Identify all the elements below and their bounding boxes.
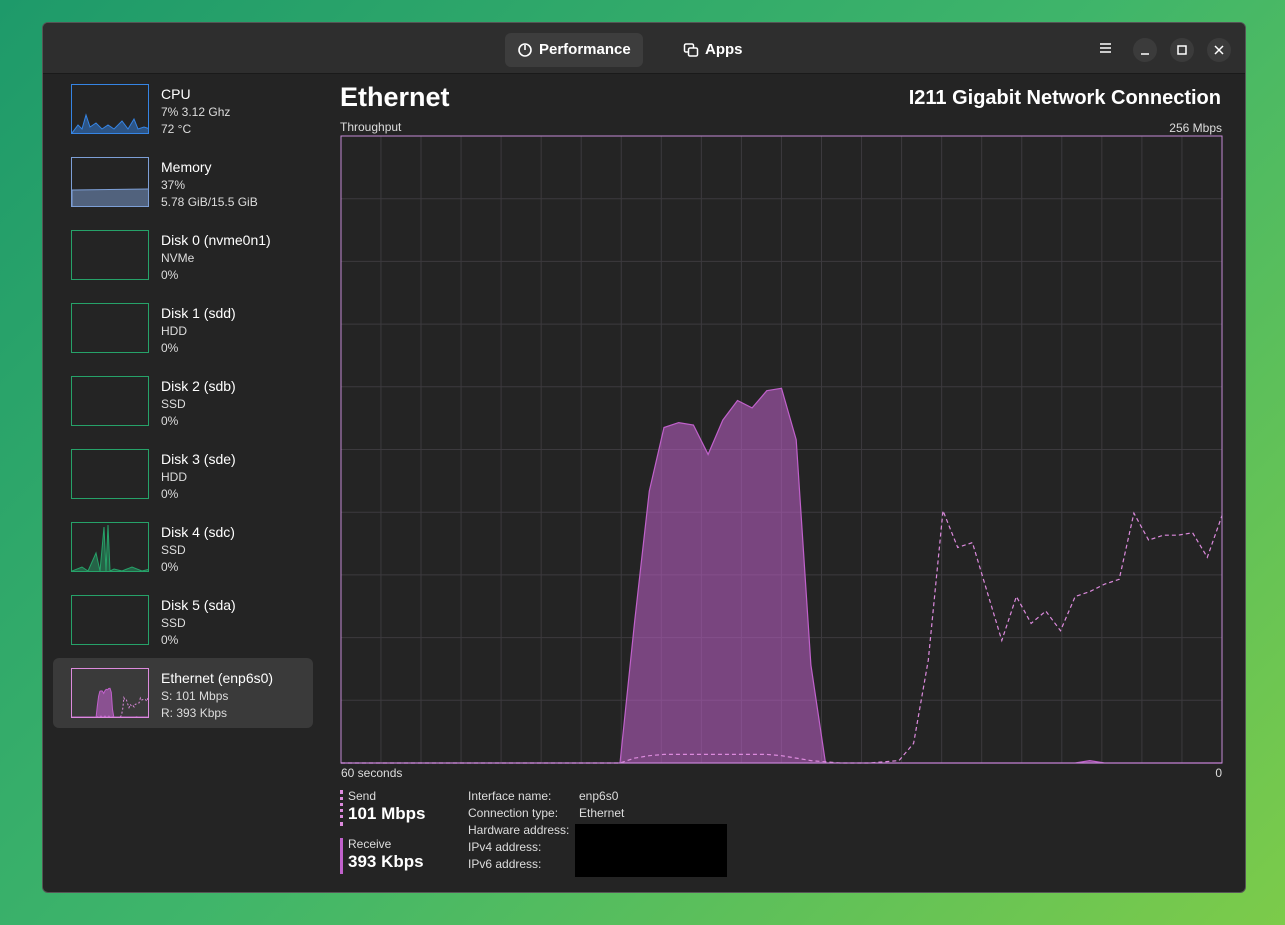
legend-value: 101 Mbps [348, 804, 426, 823]
item-detail: 0% [161, 414, 179, 428]
sidebar-item[interactable]: Ethernet (enp6s0) S: 101 Mbps R: 393 Kbps [53, 658, 313, 728]
icon [518, 43, 532, 57]
sidebar-item[interactable]: Disk 1 (sdd) HDD 0% [53, 293, 313, 363]
item-name: CPU [161, 86, 191, 102]
item-detail: 72 °C [161, 122, 192, 136]
sidebar-item[interactable]: Disk 2 (sdb) SSD 0% [53, 366, 313, 436]
item-name: Disk 0 (nvme0n1) [161, 232, 271, 248]
device-name: I211 Gigabit Network Connection [908, 87, 1221, 109]
sidebar-item[interactable]: Disk 5 (sda) SSD 0% [53, 585, 313, 655]
detail-label: Interface name: [468, 789, 552, 803]
chart-title: Throughput [340, 120, 402, 134]
mini-graph-plot [72, 687, 148, 717]
y-tick-label: 256 Mbps [1169, 121, 1222, 135]
item-detail: 0% [161, 633, 179, 647]
item-detail: 5.78 GiB/15.5 GiB [161, 195, 258, 209]
detail-value: Ethernet [579, 806, 625, 820]
sidebar-item[interactable]: Disk 3 (sde) HDD 0% [53, 439, 313, 509]
legend-label: Receive [348, 837, 392, 851]
plot-border [340, 135, 1223, 764]
item-detail: HDD [161, 470, 187, 484]
item-detail: S: 101 Mbps [161, 689, 229, 703]
page-title: Ethernet [340, 82, 450, 112]
item-detail: 0% [161, 560, 179, 574]
detail-label: IPv6 address: [468, 857, 542, 871]
window: Performance Apps CPU 7% 3.12 Ghz 72 °C Memo… [42, 22, 1246, 893]
detail-label: Hardware address: [468, 823, 570, 837]
mini-graph [71, 595, 149, 645]
mini-graph [71, 303, 149, 353]
mini-graph [71, 522, 149, 572]
tab-label[interactable]: Performance [539, 41, 631, 58]
mini-graph-line [72, 695, 148, 717]
mini-graph-plot [72, 113, 148, 133]
mini-graph [71, 449, 149, 499]
mini-graph [71, 157, 149, 207]
item-detail: NVMe [161, 251, 195, 265]
legend-label: Send [348, 789, 377, 803]
item-detail: 0% [161, 487, 179, 501]
item-detail: SSD [161, 543, 186, 557]
redaction [575, 824, 727, 877]
detail-label: Connection type: [468, 806, 559, 820]
menu-button[interactable] [1099, 41, 1113, 55]
sidebar: CPU 7% 3.12 Ghz 72 °C Memory 37% 5.78 GiB/15.… [43, 74, 323, 892]
item-detail: 7% 3.12 Ghz [161, 105, 231, 119]
close-button[interactable] [1207, 38, 1231, 62]
item-detail: 0% [161, 341, 179, 355]
x-tick-label: 0 [1215, 766, 1222, 780]
mini-graph [71, 376, 149, 426]
item-detail: 37% [161, 178, 186, 192]
item-detail: R: 393 Kbps [161, 706, 228, 720]
chart: 256 Mbps 60 seconds 0 [340, 121, 1223, 780]
tab-label[interactable]: Apps [705, 41, 743, 58]
item-detail: SSD [161, 397, 186, 411]
mini-graph-line [72, 687, 148, 717]
mini-graph-area [72, 524, 148, 571]
item-name: Disk 4 (sdc) [161, 524, 235, 540]
legend-marker [340, 790, 343, 826]
sidebar-item[interactable]: CPU 7% 3.12 Ghz 72 °C [53, 74, 313, 144]
line [341, 510, 1223, 764]
icon [683, 43, 699, 57]
x-tick-label: 60 seconds [341, 766, 402, 780]
detail-value: enp6s0 [579, 789, 619, 803]
item-name: Disk 1 (sdd) [161, 305, 236, 321]
minimize-button[interactable] [1133, 38, 1157, 62]
sidebar-item[interactable]: Memory 37% 5.78 GiB/15.5 GiB [53, 147, 313, 217]
mini-graph-area [72, 188, 148, 206]
mini-graph [71, 230, 149, 280]
detail-label: IPv4 address: [468, 840, 542, 854]
mini-graph-plot [72, 524, 148, 571]
item-detail: SSD [161, 616, 186, 630]
mini-graph [71, 668, 149, 718]
item-name: Memory [161, 159, 212, 175]
sidebar-item[interactable]: Disk 0 (nvme0n1) NVMe 0% [53, 220, 313, 290]
maximize-button[interactable] [1170, 38, 1194, 62]
item-detail: 0% [161, 268, 179, 282]
tab[interactable]: Apps [671, 33, 755, 67]
item-name: Ethernet (enp6s0) [161, 670, 274, 686]
tab[interactable]: Performance [505, 33, 643, 67]
item-detail: HDD [161, 324, 187, 338]
item-name: Disk 5 (sda) [161, 597, 236, 613]
legend-marker [340, 838, 343, 874]
mini-graph [71, 84, 149, 134]
sidebar-item[interactable]: Disk 4 (sdc) SSD 0% [53, 512, 313, 582]
legend-value: 393 Kbps [348, 852, 424, 871]
area [341, 387, 1222, 764]
item-name: Disk 2 (sdb) [161, 378, 236, 394]
mini-graph-area [72, 113, 148, 133]
item-name: Disk 3 (sde) [161, 451, 236, 467]
mini-graph-plot [72, 188, 148, 206]
header-bar: Performance Apps [43, 23, 1245, 74]
